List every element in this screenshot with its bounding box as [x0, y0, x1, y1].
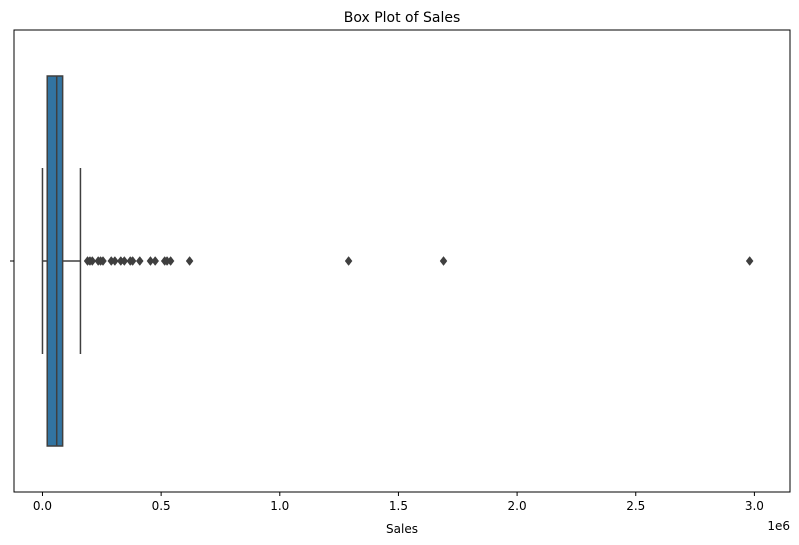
x-tick-label: 1.0 [270, 499, 289, 513]
iqr-box [46, 75, 64, 447]
x-tick-label: 2.5 [626, 499, 645, 513]
outlier-point [745, 256, 754, 266]
x-axis-ticks: 0.0 0.5 1.0 1.5 2.0 2.5 3.0 [33, 492, 764, 513]
box-plot-elements [41, 75, 82, 447]
x-tick-label: 2.0 [508, 499, 527, 513]
x-tick-label: 1.5 [389, 499, 408, 513]
outlier-point [135, 256, 144, 266]
x-tick-label: 3.0 [745, 499, 764, 513]
outlier-point [128, 256, 137, 266]
outlier-points [83, 256, 754, 266]
outlier-point [166, 256, 175, 266]
x-tick-label: 0.5 [152, 499, 171, 513]
x-axis-label: Sales [386, 522, 418, 536]
outlier-point [111, 256, 119, 266]
outlier-point [151, 256, 160, 266]
x-tick-label: 0.0 [33, 499, 52, 513]
chart-title: Box Plot of Sales [344, 10, 461, 26]
outlier-point [439, 256, 448, 266]
outlier-point [344, 256, 353, 266]
outlier-point [88, 256, 97, 266]
x-axis-scale-factor: 1e6 [767, 519, 790, 533]
outlier-point [185, 256, 194, 266]
outlier-point [120, 256, 129, 266]
outlier-point [99, 256, 107, 266]
